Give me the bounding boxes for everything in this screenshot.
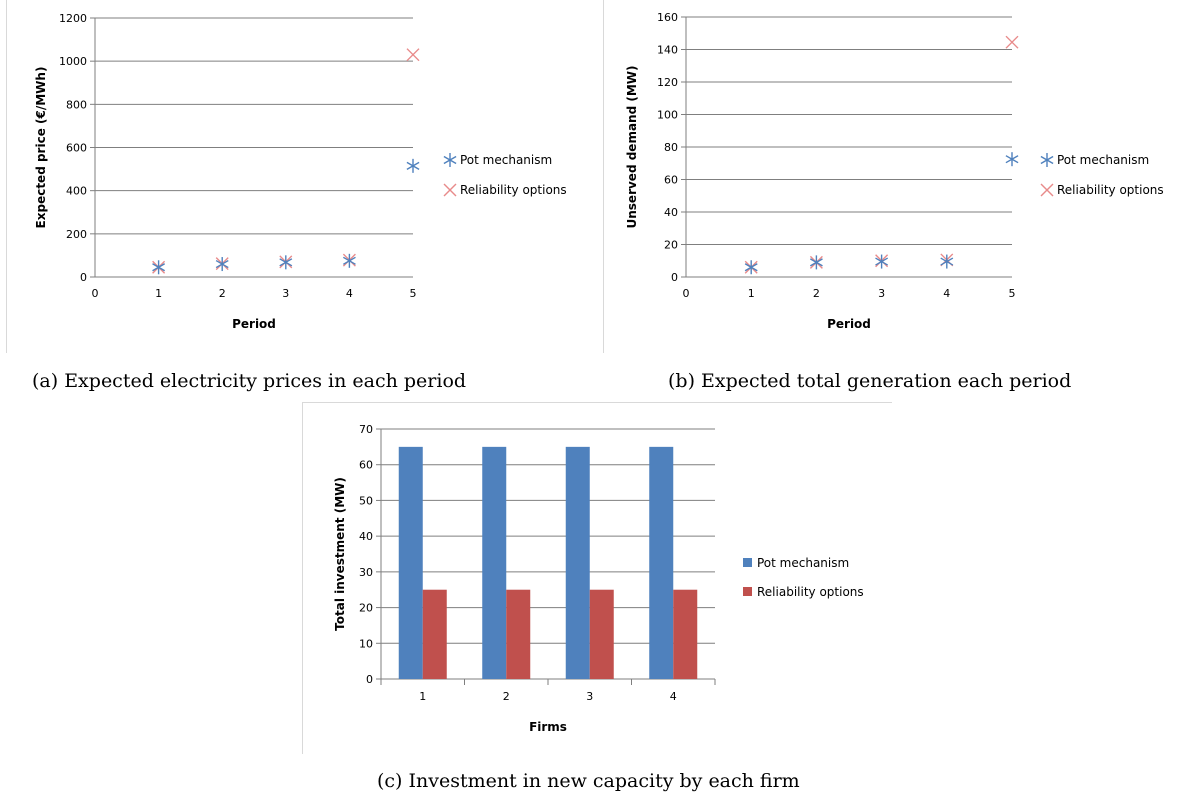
legend-pot-mechanism-marker xyxy=(1040,153,1054,167)
chart-a-expected-price: 0 200 400 600 800 1000 1200 0 1 2 3 4 5 Period Expecte… xyxy=(34,12,567,331)
legend-pot-mechanism-marker xyxy=(443,153,457,167)
bar-reliability-options xyxy=(506,589,531,679)
caption-b: (b) Expected total generation each perio… xyxy=(668,370,1072,392)
x-tick-label: 0 xyxy=(92,287,99,300)
bar-reliability-options xyxy=(589,589,614,679)
pot-mechanism-point xyxy=(215,257,229,272)
y-tick-label: 50 xyxy=(359,494,373,507)
y-tick-label: 800 xyxy=(66,98,87,111)
y-axis-label: Unserved demand (MW) xyxy=(625,65,639,228)
y-tick-label: 0 xyxy=(366,673,373,686)
panel-a-frame xyxy=(6,0,7,353)
y-tick-label: 60 xyxy=(664,174,678,187)
y-tick-label: 1000 xyxy=(59,55,87,68)
pot-mechanism-point xyxy=(940,254,954,269)
x-axis-label: Period xyxy=(827,317,871,331)
x-tick-label: 1 xyxy=(419,690,426,703)
y-tick-label: 400 xyxy=(66,185,87,198)
y-tick-label: 60 xyxy=(359,459,373,472)
legend-pot-mechanism-label: Pot mechanism xyxy=(1057,153,1149,167)
x-tick-label: 2 xyxy=(503,690,510,703)
x-tick-label: 0 xyxy=(683,287,690,300)
bar-pot-mechanism xyxy=(649,446,674,679)
y-tick-label: 80 xyxy=(664,141,678,154)
legend-reliability-options-marker xyxy=(1040,183,1054,197)
y-tick-label: 20 xyxy=(664,239,678,252)
caption-a: (a) Expected electricity prices in each … xyxy=(32,370,467,392)
x-tick-label: 4 xyxy=(943,287,950,300)
panel-b-frame xyxy=(603,0,604,353)
legend-pot-mechanism-label: Pot mechanism xyxy=(460,153,552,167)
pot-mechanism-point xyxy=(1005,152,1019,167)
y-tick-label: 40 xyxy=(359,530,373,543)
panel-c-frame xyxy=(302,402,303,754)
y-tick-label: 40 xyxy=(664,206,678,219)
x-tick-label: 1 xyxy=(155,287,162,300)
y-tick-label: 100 xyxy=(657,109,678,122)
reliability-options-point xyxy=(406,48,420,62)
x-tick-label: 1 xyxy=(748,287,755,300)
y-axis-label: Expected price (€/MWh) xyxy=(34,67,48,229)
y-tick-label: 30 xyxy=(359,566,373,579)
legend-reliability-options-label: Reliability options xyxy=(1057,183,1164,197)
legend-pot-mechanism-swatch xyxy=(743,558,752,567)
bar-pot-mechanism xyxy=(565,446,590,679)
panel-c-frame-top xyxy=(302,402,892,403)
y-tick-label: 160 xyxy=(657,11,678,24)
pot-mechanism-point xyxy=(744,260,758,275)
x-axis-label: Period xyxy=(232,317,276,331)
caption-c: (c) Investment in new capacity by each f… xyxy=(377,770,800,792)
x-tick-label: 5 xyxy=(410,287,417,300)
bar-reliability-options xyxy=(673,589,698,679)
y-tick-label: 600 xyxy=(66,142,87,155)
bar-pot-mechanism xyxy=(398,446,423,679)
x-tick-label: 2 xyxy=(813,287,820,300)
x-tick-label: 4 xyxy=(670,690,677,703)
legend-reliability-options-label: Reliability options xyxy=(460,183,567,197)
y-tick-label: 20 xyxy=(359,602,373,615)
x-tick-label: 3 xyxy=(282,287,289,300)
chart-b-unserved-demand: 0 20 40 60 80 100 120 140 160 0 1 2 3 4 5 Period Unserve… xyxy=(625,11,1164,331)
legend-pot-mechanism-label: Pot mechanism xyxy=(757,556,849,570)
pot-mechanism-point xyxy=(152,260,166,275)
y-tick-label: 0 xyxy=(80,271,87,284)
x-tick-label: 3 xyxy=(586,690,593,703)
x-axis-label: Firms xyxy=(529,720,567,734)
y-axis-label: Total investment (MW) xyxy=(333,477,347,631)
x-tick-label: 3 xyxy=(878,287,885,300)
y-tick-label: 1200 xyxy=(59,12,87,25)
pot-mechanism-point xyxy=(809,255,823,270)
legend-reliability-options-swatch xyxy=(743,587,752,596)
bar-pot-mechanism xyxy=(482,446,507,679)
y-tick-label: 0 xyxy=(671,271,678,284)
x-tick-label: 5 xyxy=(1009,287,1016,300)
y-tick-label: 120 xyxy=(657,76,678,89)
x-tick-label: 4 xyxy=(346,287,353,300)
pot-mechanism-point xyxy=(406,158,420,173)
chart-c-total-investment: 0 10 20 30 40 50 60 70 1 2 3 4 Firms Total investment… xyxy=(333,423,864,734)
y-tick-label: 70 xyxy=(359,423,373,436)
pot-mechanism-point xyxy=(875,254,889,269)
pot-mechanism-point xyxy=(342,253,356,268)
y-tick-label: 200 xyxy=(66,228,87,241)
legend-reliability-options-label: Reliability options xyxy=(757,585,864,599)
bar-reliability-options xyxy=(422,589,447,679)
y-tick-label: 140 xyxy=(657,44,678,57)
legend-reliability-options-marker xyxy=(443,183,457,197)
y-tick-label: 10 xyxy=(359,637,373,650)
x-tick-label: 2 xyxy=(219,287,226,300)
reliability-options-point xyxy=(1005,35,1019,49)
pot-mechanism-point xyxy=(279,255,293,270)
